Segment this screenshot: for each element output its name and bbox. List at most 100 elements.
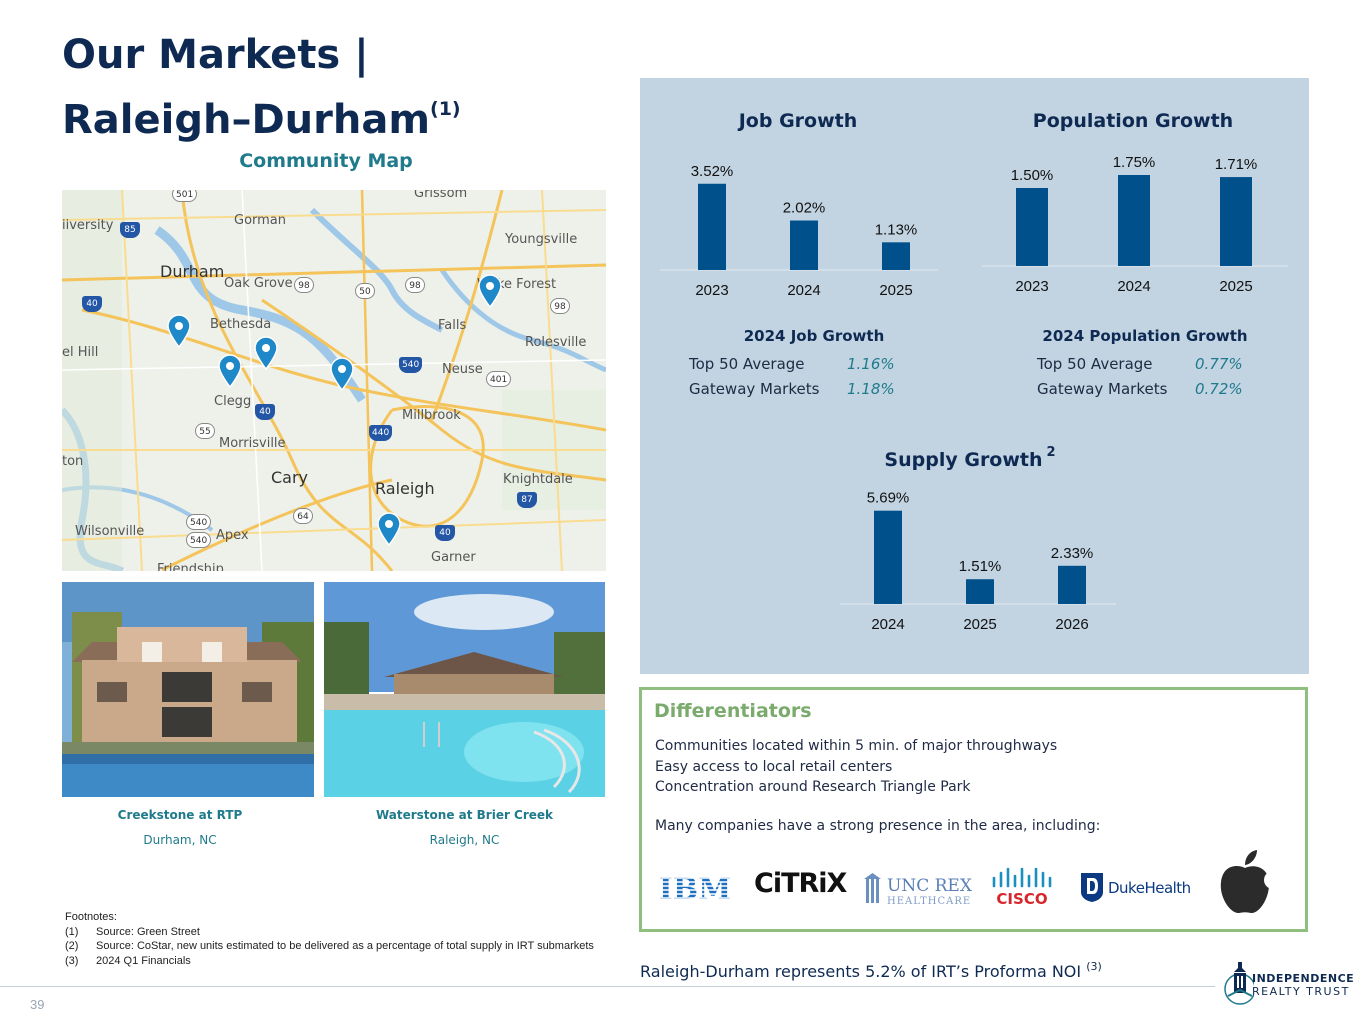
brand-text: INDEPENDENCE REALTY TRUST — [1252, 972, 1354, 998]
road-shield: 98 — [294, 277, 314, 293]
community-pin-icon[interactable] — [478, 274, 502, 308]
population-growth-chart: 1.50% 2023 1.75% 2024 1.71% 2025 — [982, 154, 1288, 295]
data-label: 2.33% — [1051, 545, 1094, 562]
community-pin-icon[interactable] — [254, 336, 278, 370]
unc-rex-logo: UNC REX HEALTHCARE — [864, 873, 974, 912]
community-map[interactable]: Durham Gorman Grissom Youngsville iiversity O… — [62, 190, 606, 571]
photo-2-name: Waterstone at Brier Creek — [375, 808, 554, 822]
job-growth-stats: 2024 Job Growth Top 50 Average 1.16% Gate… — [689, 327, 939, 401]
bar-2024 — [874, 510, 902, 604]
duke-health-logo: DukeHealth — [1079, 870, 1191, 909]
road-shield: 501 — [172, 190, 198, 202]
map-place-label: Durham — [160, 262, 225, 281]
footnotes: Footnotes: (1) Source: Green Street (2) So… — [65, 910, 605, 968]
footnote-3-text: 2024 Q1 Financials — [96, 954, 191, 967]
noi-statement: Raleigh-Durham represents 5.2% of IRT’s … — [640, 960, 1102, 981]
brand-line-2: REALTY TRUST — [1252, 985, 1350, 998]
differentiator-item: Easy access to local retail centers — [655, 758, 893, 775]
map-place-label: Neuse — [442, 362, 483, 377]
data-label: 1.75% — [1113, 154, 1156, 171]
citrix-logo: CiTRiX — [754, 868, 847, 899]
map-place-label: Morrisville — [219, 436, 286, 451]
map-place-label: Falls — [438, 318, 467, 333]
noi-text: Raleigh-Durham represents 5.2% of IRT’s … — [640, 962, 1082, 981]
map-roads — [62, 190, 606, 571]
bar-2023 — [1016, 188, 1048, 266]
footnote-1: (1) Source: Green Street — [65, 925, 605, 940]
bar-2024 — [790, 220, 818, 270]
footnote-1-num: (1) — [65, 925, 79, 938]
x-tick-label: 2024 — [1117, 278, 1150, 295]
job-growth-chart: 3.52% 2023 2.02% 2024 1.13% 2025 — [660, 163, 938, 299]
map-title: Community Map — [239, 150, 413, 172]
road-shield: 64 — [293, 508, 313, 524]
community-pin-icon[interactable] — [167, 314, 191, 348]
bar-2025 — [882, 242, 910, 270]
data-label: 3.52% — [691, 163, 734, 180]
differentiators-list: Communities located within 5 min. of maj… — [655, 736, 1057, 798]
cisco-logo-graphic: CISCO — [992, 867, 1052, 908]
creekstone-image — [62, 582, 314, 797]
job-growth-title: Job Growth — [738, 110, 858, 132]
footnote-2: (2) Source: CoStar, new units estimated t… — [65, 939, 605, 954]
supply-growth-title-text: Supply Growth — [884, 449, 1043, 471]
data-label: 2.02% — [783, 200, 826, 217]
bar-2023 — [698, 183, 726, 270]
bottom-divider — [0, 986, 1215, 987]
supply-growth-footnote-ref: 2 — [1046, 445, 1056, 460]
x-tick-label: 2025 — [1219, 278, 1252, 295]
bar-2025 — [966, 579, 994, 604]
job-stats-heading: 2024 Job Growth — [743, 327, 885, 345]
ibm-logo-graphic: IBM — [659, 872, 732, 907]
road-shield: 55 — [195, 423, 215, 439]
duke-health-text: DukeHealth — [1108, 879, 1191, 897]
job-stat-value: 1.18% — [847, 379, 895, 398]
ibm-logo: IBM — [659, 870, 732, 913]
supply-growth-chart: 5.69% 2024 1.51% 2025 2.33% 2026 — [840, 490, 1116, 633]
pop-stat-name: Gateway Markets — [1037, 379, 1168, 398]
brand-line-1: INDEPENDENCE — [1252, 972, 1355, 985]
map-place-label: Millbrook — [402, 408, 461, 423]
data-label: 1.50% — [1011, 167, 1054, 184]
job-stats-row: Gateway Markets 1.18% — [689, 376, 939, 401]
map-place-label: Youngsville — [505, 232, 578, 247]
road-shield: 98 — [405, 277, 425, 293]
map-place-label: Clegg — [214, 394, 252, 409]
photo-creekstone — [62, 582, 314, 797]
map-place-label: iiversity — [62, 218, 114, 233]
map-place-label: Cary — [271, 468, 309, 487]
unc-rex-line2: HEALTHCARE — [887, 896, 971, 907]
irt-brand-logo: INDEPENDENCE REALTY TRUST — [1224, 958, 1360, 1008]
x-tick-label: 2025 — [879, 282, 912, 299]
map-place-label: Rolesville — [525, 335, 587, 350]
differentiators-box: Differentiators Communities located with… — [639, 687, 1308, 932]
title-line-2: Raleigh–Durham — [62, 97, 431, 143]
growth-panel: Job Growth 3.52% 2023 2.02% 2024 1.13% 2025 P… — [640, 78, 1309, 674]
map-place-label: Wilsonville — [75, 524, 145, 539]
road-shield: 540 — [186, 514, 212, 530]
footnote-1-text: Source: Green Street — [96, 925, 200, 938]
map-place-label: el Hill — [62, 345, 99, 360]
footnotes-heading: Footnotes: — [65, 911, 117, 923]
community-pin-icon[interactable] — [377, 512, 401, 546]
data-label: 1.71% — [1215, 156, 1258, 173]
x-tick-label: 2025 — [963, 616, 996, 633]
community-pin-icon[interactable] — [218, 354, 242, 388]
footnote-2-num: (2) — [65, 940, 79, 952]
road-shield: 401 — [486, 371, 512, 387]
page-number: 39 — [30, 997, 45, 1012]
data-label: 1.13% — [875, 221, 918, 238]
map-place-label: Knightdale — [503, 472, 573, 487]
irt-emblem — [1224, 962, 1254, 1005]
community-pin-icon[interactable] — [330, 357, 354, 391]
pop-stat-value: 0.72% — [1195, 379, 1243, 398]
map-place-label: Grissom — [414, 190, 468, 201]
footnote-3-num: (3) — [65, 954, 79, 967]
pop-stats-row: Top 50 Average 0.77% — [1037, 351, 1287, 376]
bar-2024 — [1118, 175, 1150, 266]
title-line-1: Our Markets | — [62, 32, 369, 78]
noi-footnote-ref: (3) — [1086, 960, 1102, 973]
page-title: Our Markets | Raleigh–Durham(1) — [62, 28, 622, 147]
road-shield: 540 — [186, 532, 212, 548]
road-shield: 98 — [550, 298, 570, 314]
